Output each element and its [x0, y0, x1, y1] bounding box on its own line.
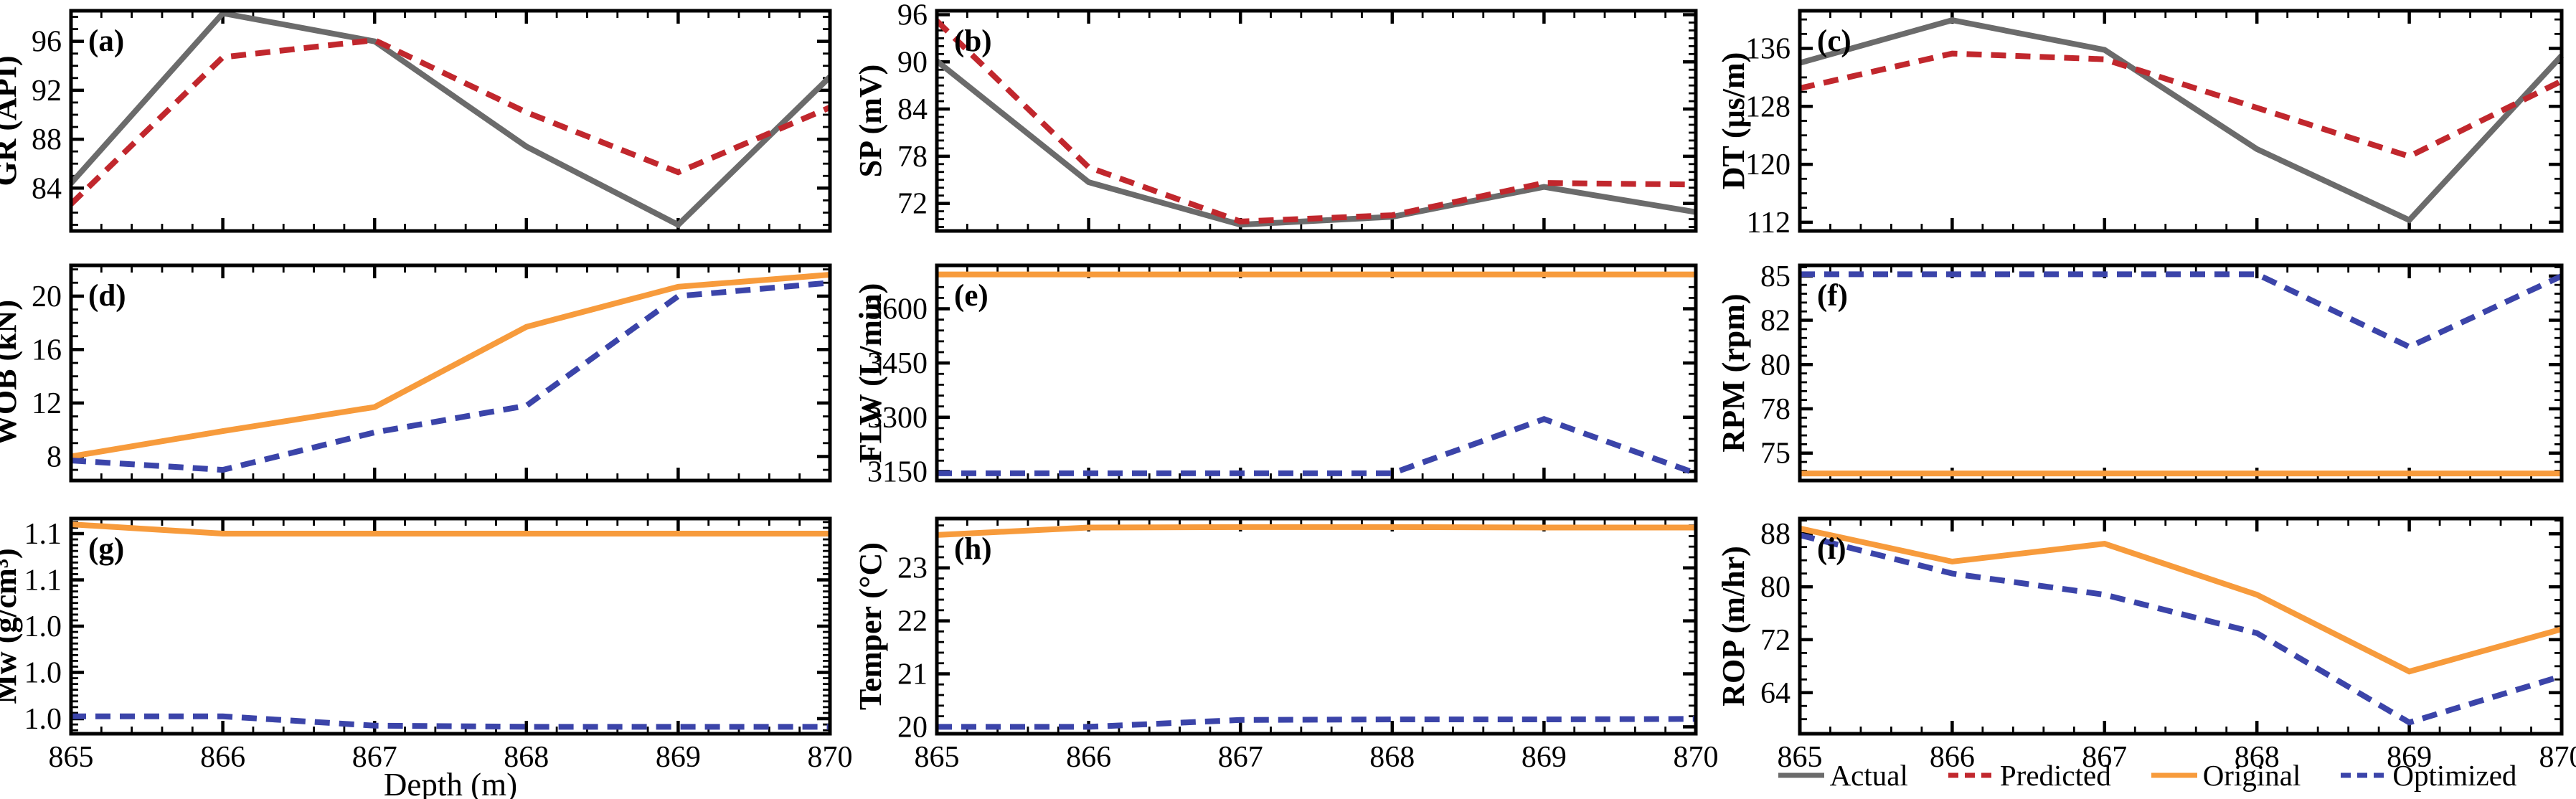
svg-text:ROP (m/hr): ROP (m/hr) [1716, 546, 1751, 706]
chart-d-wob: 8 12 16 20 (d) WOB (kN) [0, 263, 832, 483]
svg-text:84: 84 [897, 93, 928, 126]
svg-text:(a): (a) [88, 24, 124, 58]
svg-text:(i): (i) [1817, 532, 1846, 566]
svg-text:3150: 3150 [867, 455, 928, 488]
svg-text:WOB (kN): WOB (kN) [0, 300, 23, 446]
svg-text:120: 120 [1745, 148, 1791, 181]
svg-text:867: 867 [1218, 741, 1263, 774]
svg-text:75: 75 [1760, 438, 1791, 471]
svg-text:866: 866 [1066, 741, 1111, 774]
svg-text:DT (μs/m): DT (μs/m) [1716, 52, 1751, 190]
svg-text:136: 136 [1745, 33, 1791, 66]
chart-e-flw: 3150 3300 3450 3600 (e) FLW (L/min) [853, 263, 1698, 488]
chart-c-dt: 112 120 128 136 (c) DT (μs/m) [1716, 9, 2564, 240]
legend-item-predicted: Predicted [1947, 758, 2111, 793]
svg-text:866: 866 [1930, 741, 1975, 774]
svg-text:(c): (c) [1817, 24, 1851, 58]
svg-text:870: 870 [2539, 741, 2576, 774]
svg-text:88: 88 [32, 123, 62, 156]
svg-text:870: 870 [808, 741, 853, 774]
svg-text:868: 868 [2235, 741, 2280, 774]
svg-text:128: 128 [1745, 90, 1791, 123]
svg-text:20: 20 [32, 280, 62, 313]
x-axis-label: Depth (m) [383, 767, 518, 799]
svg-text:867: 867 [2082, 741, 2127, 774]
svg-text:21: 21 [897, 658, 928, 691]
svg-text:865: 865 [49, 741, 94, 774]
svg-text:866: 866 [200, 741, 245, 774]
svg-text:20: 20 [897, 711, 928, 744]
legend-line-sample-original [2151, 772, 2197, 778]
svg-text:(d): (d) [88, 279, 126, 313]
svg-text:1.0: 1.0 [24, 703, 62, 736]
svg-text:865: 865 [915, 741, 960, 774]
svg-text:(b): (b) [954, 24, 992, 58]
svg-text:865: 865 [1778, 741, 1823, 774]
svg-text:(e): (e) [954, 279, 989, 313]
chart-a-gr: 84 88 92 96 (a) GR (API) [0, 9, 832, 233]
svg-text:869: 869 [1521, 741, 1567, 774]
svg-text:88: 88 [1760, 518, 1791, 551]
svg-text:SP (mV): SP (mV) [853, 65, 888, 178]
chart-i-rop: 865 866 867 868 869 870 64 72 80 88 (i) ROP (m/hr) [1716, 516, 2576, 774]
svg-text:72: 72 [1760, 624, 1791, 657]
svg-text:869: 869 [2387, 741, 2432, 774]
svg-text:1.1: 1.1 [24, 564, 62, 597]
svg-text:3300: 3300 [867, 402, 928, 435]
svg-text:(f): (f) [1817, 279, 1848, 313]
legend-line-sample-actual [1778, 772, 1824, 778]
svg-text:(g): (g) [88, 532, 124, 566]
svg-text:3600: 3600 [867, 293, 928, 326]
svg-text:78: 78 [1760, 393, 1791, 426]
svg-text:82: 82 [1760, 305, 1791, 338]
legend: Actual Predicted Original Optimized [1717, 757, 2576, 793]
svg-text:112: 112 [1747, 207, 1791, 240]
svg-text:64: 64 [1760, 677, 1791, 710]
svg-text:78: 78 [897, 141, 928, 174]
svg-text:16: 16 [32, 334, 62, 367]
svg-text:868: 868 [504, 741, 549, 774]
svg-text:3450: 3450 [867, 347, 928, 380]
svg-text:868: 868 [1369, 741, 1415, 774]
legend-item-optimized: Optimized [2339, 758, 2516, 793]
svg-text:23: 23 [897, 552, 928, 585]
svg-text:870: 870 [1674, 741, 1719, 774]
svg-text:96: 96 [897, 0, 928, 32]
svg-text:96: 96 [32, 26, 62, 59]
svg-text:1.0: 1.0 [24, 610, 62, 643]
legend-label-predicted: Predicted [1999, 759, 2111, 792]
svg-text:869: 869 [656, 741, 701, 774]
svg-text:FLW (L/min): FLW (L/min) [853, 283, 888, 463]
chart-b-sp: 72 78 84 90 96 (b) SP (mV) [853, 0, 1698, 233]
legend-label-optimized: Optimized [2392, 759, 2517, 792]
legend-item-actual: Actual [1777, 758, 1908, 793]
svg-text:RPM (rpm): RPM (rpm) [1716, 293, 1751, 452]
legend-label-actual: Actual [1829, 759, 1908, 792]
svg-text:12: 12 [32, 387, 62, 420]
svg-text:85: 85 [1760, 260, 1791, 293]
svg-text:Temper (°C): Temper (°C) [853, 542, 888, 710]
svg-text:22: 22 [897, 605, 928, 638]
svg-text:(h): (h) [954, 532, 992, 566]
chart-g-mw: 865 866 867 868 869 870 1.0 1.0 1.0 1.1 1.1 (g) Mw (… [0, 516, 853, 774]
svg-text:92: 92 [32, 75, 62, 108]
svg-text:867: 867 [352, 741, 397, 774]
svg-text:8: 8 [47, 440, 62, 473]
svg-text:1.0: 1.0 [24, 657, 62, 690]
svg-text:84: 84 [32, 172, 62, 205]
legend-line-sample-optimized [2341, 772, 2387, 778]
svg-text:80: 80 [1760, 349, 1791, 382]
svg-text:Mw (g/cm³): Mw (g/cm³) [0, 548, 23, 704]
svg-text:72: 72 [897, 188, 928, 221]
svg-text:90: 90 [897, 46, 928, 79]
chart-f-rpm: 75 78 80 82 85 (f) RPM (rpm) [1716, 260, 2564, 483]
chart-h-temper: 865 866 867 868 869 870 20 21 22 23 (h) Temper (°C) [853, 516, 1719, 774]
svg-text:GR (API): GR (API) [0, 55, 23, 186]
legend-item-original: Original [2150, 758, 2301, 793]
legend-label-original: Original [2202, 759, 2301, 792]
legend-line-sample-predicted [1948, 772, 1994, 778]
svg-text:80: 80 [1760, 571, 1791, 604]
svg-text:1.1: 1.1 [24, 518, 62, 551]
